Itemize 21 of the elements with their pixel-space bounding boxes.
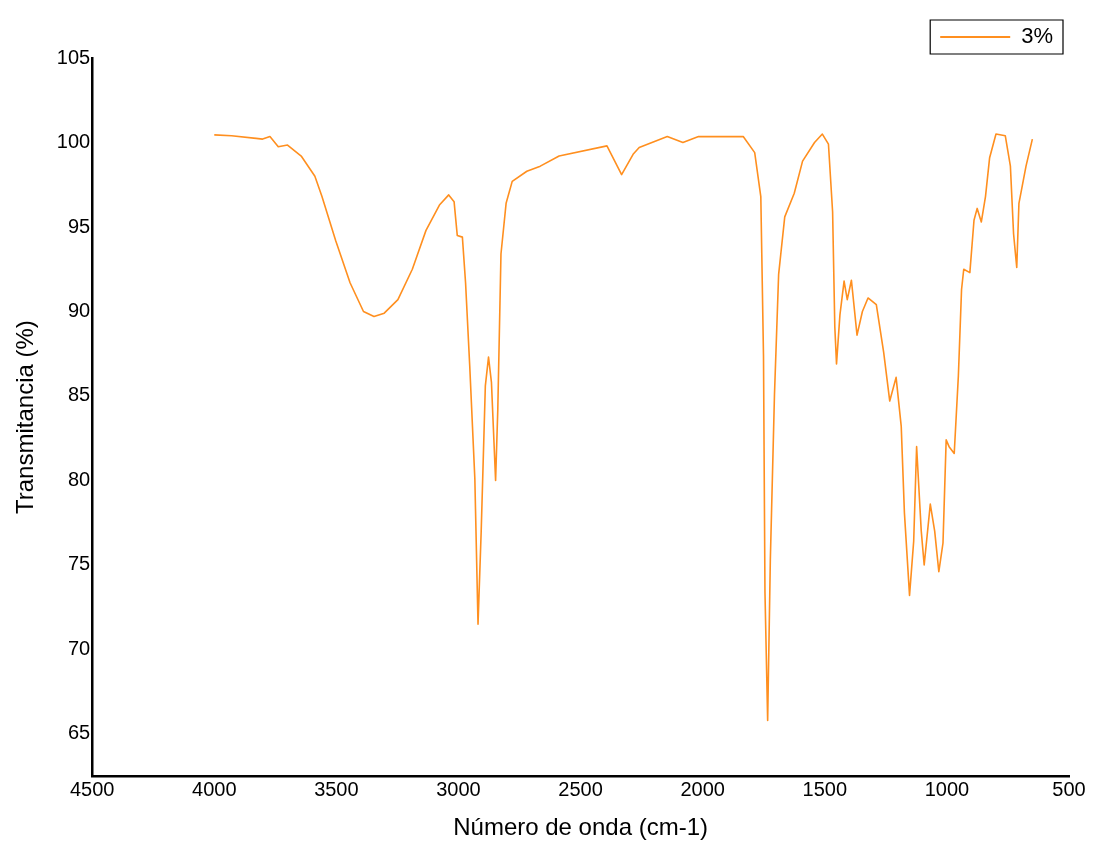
legend-label: 3% bbox=[1021, 23, 1053, 49]
y-tick-label: 80 bbox=[67, 467, 91, 490]
y-tick-label: 65 bbox=[67, 721, 91, 744]
x-tick-label: 4500 bbox=[69, 777, 115, 800]
y-tick-label: 90 bbox=[67, 299, 91, 321]
y-tick-label: 85 bbox=[67, 383, 91, 406]
x-tick-label: 4000 bbox=[192, 777, 237, 800]
x-tick-label: 1500 bbox=[802, 777, 848, 800]
x-tick-label: 2500 bbox=[558, 777, 603, 800]
y-tick-label: 75 bbox=[67, 552, 91, 575]
x-tick-label: 2000 bbox=[680, 777, 725, 800]
y-tick-label: 105 bbox=[56, 45, 91, 68]
y-tick-label: 95 bbox=[67, 214, 91, 237]
x-tick-label: 3000 bbox=[436, 777, 481, 800]
x-tick-label: 3500 bbox=[314, 777, 359, 800]
x-tick-label: 500 bbox=[1052, 777, 1086, 800]
x-tick-label: 1000 bbox=[924, 777, 970, 800]
y-tick-label: 100 bbox=[56, 130, 91, 153]
y-axis-title: Transmitancia (%) bbox=[11, 320, 39, 515]
y-tick-label: 70 bbox=[67, 636, 91, 659]
x-axis-title: Número de onda (cm-1) bbox=[453, 813, 708, 841]
